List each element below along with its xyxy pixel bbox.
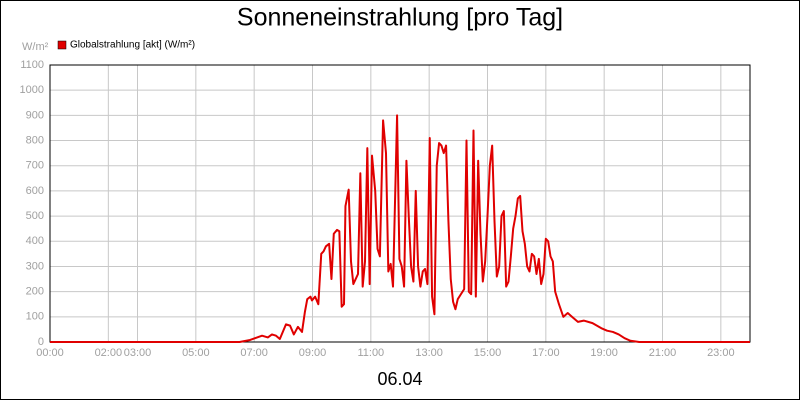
- x-tick-label: 21:00: [649, 347, 677, 359]
- y-tick-label: 600: [26, 185, 44, 197]
- x-tick-label: 17:00: [532, 347, 560, 359]
- x-tick-label: 11:00: [357, 347, 384, 359]
- x-tick-label: 13:00: [415, 347, 443, 359]
- x-tick-label: 15:00: [474, 347, 502, 359]
- data-line: [50, 114, 750, 343]
- y-tick-label: 900: [26, 109, 44, 121]
- x-tick-label: 23:00: [707, 347, 735, 359]
- y-tick-label: 300: [26, 260, 44, 272]
- y-tick-label: 700: [26, 160, 44, 172]
- x-tick-label: 02:00: [95, 347, 123, 359]
- chart-title: Sonneneinstrahlung [pro Tag]: [237, 4, 563, 32]
- y-unit-label: W/m²: [22, 41, 49, 53]
- x-tick-label: 09:00: [299, 347, 327, 359]
- y-tick-label: 100: [26, 311, 44, 323]
- plot-area: [49, 64, 751, 343]
- x-tick-label: 00:00: [36, 347, 64, 359]
- x-tick-label: 05:00: [182, 347, 210, 359]
- y-tick-label: 1000: [20, 84, 44, 96]
- y-tick-label: 1100: [20, 59, 44, 71]
- y-tick-label: 500: [26, 210, 44, 222]
- y-tick-label: 800: [26, 134, 44, 146]
- y-tick-label: 200: [26, 286, 44, 298]
- x-axis-label: 06.04: [377, 369, 422, 389]
- legend-swatch: [57, 40, 67, 50]
- legend-label: Globalstrahlung [akt] (W/m²): [70, 40, 195, 51]
- x-tick-label: 19:00: [590, 347, 618, 359]
- y-tick-label: 0: [38, 336, 44, 348]
- x-tick-label: 07:00: [240, 347, 268, 359]
- x-tick-label: 03:00: [124, 347, 152, 359]
- y-tick-label: 400: [26, 235, 44, 247]
